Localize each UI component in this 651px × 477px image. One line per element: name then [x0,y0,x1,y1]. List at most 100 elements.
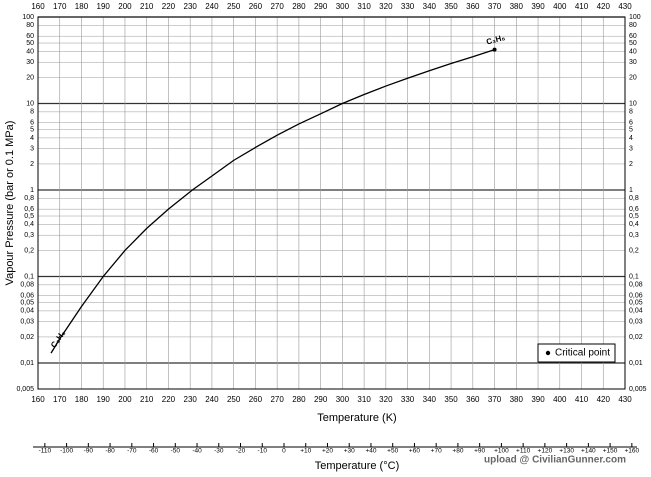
watermark: upload @ CivilianGunner.com [484,455,626,466]
y-tick-label: 0,02 [629,334,643,341]
x2-tick-label: +30 [344,448,355,455]
x-tick-label: 400 [553,2,567,11]
x2-tick-label: +120 [538,448,553,455]
x-tick-label: 320 [379,2,393,11]
x-tick-label: 210 [140,395,154,404]
x-tick-label: 200 [118,395,132,404]
y-tick-label: 6 [629,120,633,127]
y-tick-label: 4 [629,135,633,142]
x2-tick-label: +10 [300,448,311,455]
x-tick-label: 210 [140,2,154,11]
x-tick-label: 270 [270,2,284,11]
x2-tick-label: +140 [581,448,596,455]
x2-tick-label: -80 [105,448,115,455]
x-tick-label: 220 [162,395,176,404]
x2-tick-label: -40 [192,448,202,455]
x-tick-label: 280 [292,395,306,404]
x-tick-label: 400 [553,395,567,404]
x-tick-label: 420 [597,2,611,11]
x2-tick-label: +130 [559,448,574,455]
x-tick-label: 410 [575,395,589,404]
y-tick-label: 80 [629,22,637,29]
x-tick-label: 370 [488,2,502,11]
y-tick-label: 0,08 [20,282,34,289]
x-tick-label: 310 [357,395,371,404]
y-tick-label: 8 [629,109,633,116]
x2-axis-title: Temperature (°C) [315,460,399,472]
x-tick-label: 190 [97,2,111,11]
y-tick-label: 0,5 [24,213,34,220]
x-tick-label: 180 [75,395,89,404]
x-tick-label: 240 [205,395,219,404]
y-tick-label: 0,05 [20,299,34,306]
x2-tick-label: -50 [171,448,181,455]
x-tick-label: 300 [336,395,350,404]
y-tick-label: 2 [629,161,633,168]
x-tick-label: 180 [75,2,89,11]
series-label: C₃H₈ [485,33,506,47]
legend-box [537,343,616,363]
legend-label: Critical point [555,348,610,359]
x-tick-label: 230 [184,395,198,404]
x-tick-label: 330 [401,395,415,404]
x2-tick-label: +50 [387,448,398,455]
x2-tick-label: +100 [494,448,509,455]
x2-tick-label: -20 [236,448,246,455]
x-tick-label: 200 [118,2,132,11]
y-tick-label: 0,8 [629,195,639,202]
y-tick-label: 5 [629,126,633,133]
x-tick-label: 350 [444,2,458,11]
x-tick-label: 290 [314,395,328,404]
y-tick-label: 0,05 [629,299,643,306]
x-tick-label: 300 [336,2,350,11]
y-tick-label: 0,6 [629,206,639,213]
x-tick-label: 170 [53,2,67,11]
y-tick-label: 6 [30,120,34,127]
y-tick-label: 3 [30,146,34,153]
x-tick-label: 350 [444,395,458,404]
x-tick-label: 390 [531,395,545,404]
x2-tick-label: +60 [409,448,420,455]
y-tick-label: 0,005 [629,386,647,393]
x2-tick-label: +20 [322,448,333,455]
x-tick-label: 240 [205,2,219,11]
y-tick-label: 20 [629,74,637,81]
y-tick-label: 0,2 [24,247,34,254]
y-tick-label: 0,3 [24,232,34,239]
x-tick-label: 340 [423,2,437,11]
x-tick-label: 360 [466,395,480,404]
y-tick-label: 0,1 [629,273,639,280]
y-axis-title: Vapour Pressure (bar or 0.1 MPa) [4,121,16,286]
y-tick-label: 3 [629,146,633,153]
x-tick-label: 160 [31,2,45,11]
x2-tick-label: -110 [39,448,52,455]
y-tick-label: 0,6 [24,206,34,213]
x-tick-label: 380 [510,395,524,404]
x-tick-label: 220 [162,2,176,11]
y-tick-label: 50 [26,40,34,47]
x-tick-label: 270 [270,395,284,404]
x-tick-label: 230 [184,2,198,11]
x-tick-label: 260 [249,395,263,404]
y-tick-label: 0,02 [20,334,34,341]
x-tick-label: 420 [597,395,611,404]
series-line [50,48,495,354]
x2-tick-label: -70 [127,448,137,455]
x2-tick-label: +70 [431,448,442,455]
x2-tick-label: -30 [214,448,224,455]
y-tick-label: 100 [22,14,34,21]
x2-tick-label: +40 [365,448,376,455]
x2-tick-label: -10 [258,448,268,455]
x-tick-label: 360 [466,2,480,11]
y-tick-label: 1 [629,187,633,194]
y-tick-label: 8 [30,109,34,116]
x2-tick-label: +110 [516,448,531,455]
x2-tick-label: +160 [625,448,640,455]
x-tick-label: 390 [531,2,545,11]
x-tick-label: 290 [314,2,328,11]
y-tick-label: 0,06 [20,293,34,300]
x-tick-label: 430 [618,395,632,404]
x-tick-label: 380 [510,2,524,11]
y-tick-label: 0,01 [20,360,34,367]
